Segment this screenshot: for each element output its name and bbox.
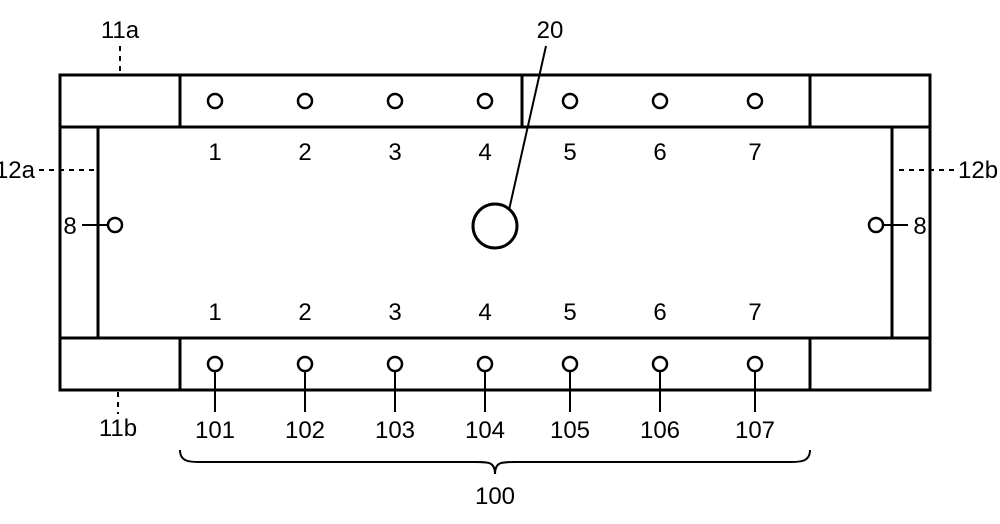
bottom-seg-num-5: 5 bbox=[563, 299, 576, 326]
ref-11b-label: 11b bbox=[99, 415, 137, 442]
ref-12b-label: 12b bbox=[958, 157, 998, 184]
bottom-hole-7 bbox=[748, 357, 762, 371]
top-seg-num-2: 2 bbox=[298, 139, 311, 166]
top-hole-6 bbox=[653, 94, 667, 108]
top-hole-1 bbox=[208, 94, 222, 108]
top-hole-3 bbox=[388, 94, 402, 108]
bottom-hole-1 bbox=[208, 357, 222, 371]
bottom-seg-num-1: 1 bbox=[208, 299, 221, 326]
bottom-hole-2 bbox=[298, 357, 312, 371]
bottom-seg-num-2: 2 bbox=[298, 299, 311, 326]
ref-label-105: 105 bbox=[550, 417, 590, 444]
top-seg-num-5: 5 bbox=[563, 139, 576, 166]
ref-label-101: 101 bbox=[195, 417, 235, 444]
top-hole-5 bbox=[563, 94, 577, 108]
top-seg-num-3: 3 bbox=[388, 139, 401, 166]
bottom-seg-num-7: 7 bbox=[748, 299, 761, 326]
ref-label-107: 107 bbox=[735, 417, 775, 444]
bottom-seg-num-6: 6 bbox=[653, 299, 666, 326]
right-8-circle bbox=[869, 218, 883, 232]
right-8-label: 8 bbox=[913, 213, 926, 240]
ref-label-104: 104 bbox=[465, 417, 505, 444]
bottom-hole-5 bbox=[563, 357, 577, 371]
bottom-hole-4 bbox=[478, 357, 492, 371]
top-hole-4 bbox=[478, 94, 492, 108]
outer-rect bbox=[60, 75, 930, 390]
left-8-label: 8 bbox=[63, 213, 76, 240]
ref-11a-label: 11a bbox=[101, 17, 140, 44]
ref-label-103: 103 bbox=[375, 417, 415, 444]
bottom-seg-num-4: 4 bbox=[478, 299, 491, 326]
top-seg-num-7: 7 bbox=[748, 139, 761, 166]
ref-12a-label: 12a bbox=[0, 157, 36, 184]
ref-20-circle bbox=[473, 204, 517, 248]
top-seg-num-1: 1 bbox=[208, 139, 221, 166]
left-8-circle bbox=[108, 218, 122, 232]
brace-100 bbox=[180, 450, 810, 474]
ref-20-label: 20 bbox=[537, 17, 564, 44]
bottom-seg-num-3: 3 bbox=[388, 299, 401, 326]
ref-label-102: 102 bbox=[285, 417, 325, 444]
bottom-hole-3 bbox=[388, 357, 402, 371]
top-hole-2 bbox=[298, 94, 312, 108]
bottom-hole-6 bbox=[653, 357, 667, 371]
top-seg-num-4: 4 bbox=[478, 139, 491, 166]
top-hole-7 bbox=[748, 94, 762, 108]
top-seg-num-6: 6 bbox=[653, 139, 666, 166]
ref-label-106: 106 bbox=[640, 417, 680, 444]
brace-100-label: 100 bbox=[475, 483, 515, 510]
